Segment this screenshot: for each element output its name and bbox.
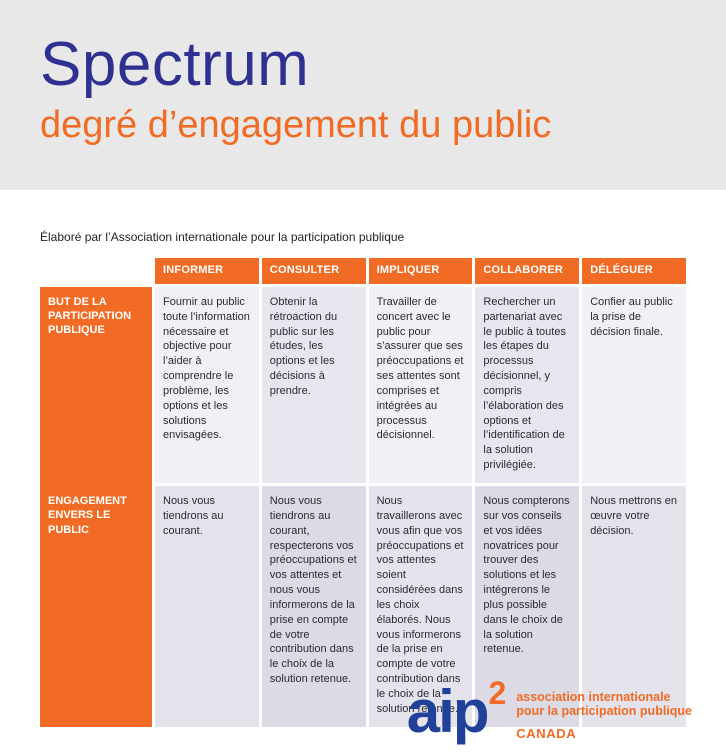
- column-header-consulter: CONSULTER: [261, 258, 366, 287]
- column-header-collaborer: COLLABORER: [475, 258, 580, 287]
- table-corner-cell: [40, 258, 152, 287]
- cell-but-impliquer: Travailler de concert avec le public pou…: [368, 286, 473, 486]
- cell-but-informer: Fournir au public toute l’information né…: [155, 286, 259, 486]
- logo-tagline: association internationale pour la parti…: [516, 690, 692, 720]
- logo-text-block: association internationale pour la parti…: [516, 676, 692, 742]
- logo-brand-text: aip: [406, 677, 490, 745]
- aip2-logo: aip2 association internationale pour la …: [407, 676, 692, 742]
- cell-engagement-informer: Nous vous tiendrons au courant.: [155, 485, 259, 727]
- column-header-impliquer: IMPLIQUER: [368, 258, 473, 287]
- page-title: Spectrum: [40, 30, 310, 99]
- cell-engagement-consulter: Nous vous tiendrons au courant, respecte…: [261, 485, 366, 727]
- cell-but-collaborer: Rechercher un partenariat avec le public…: [475, 286, 580, 486]
- cell-but-consulter: Obtenir la rétroaction du public sur les…: [261, 286, 366, 486]
- row-label-but: BUT DE LA PARTICIPATION PUBLIQUE: [40, 286, 152, 486]
- cell-engagement-collaborer: Nous compterons sur vos conseils et vos …: [475, 485, 580, 727]
- column-header-deleguer: DÉLÉGUER: [582, 258, 686, 287]
- row-label-engagement: ENGAGEMENT ENVERS LE PUBLIC: [40, 485, 152, 727]
- column-header-informer: INFORMER: [155, 258, 259, 287]
- logo-country: CANADA: [516, 726, 577, 741]
- intro-text: Élaboré par l’Association internationale…: [40, 230, 405, 244]
- cell-but-deleguer: Confier au public la prise de décision f…: [582, 286, 686, 486]
- aip2-logo-wordmark: aip2: [407, 677, 507, 742]
- logo-tagline-line2: pour la participation publique: [516, 704, 692, 719]
- logo-tagline-line1: association internationale: [516, 689, 671, 704]
- cell-engagement-deleguer: Nous mettrons en œuvre votre décision.: [582, 485, 686, 727]
- spectrum-table: INFORMER CONSULTER IMPLIQUER COLLABORER …: [40, 258, 686, 727]
- logo-brand-superscript: 2: [488, 674, 507, 711]
- cell-engagement-impliquer: Nous travaillerons avec vous afin que vo…: [368, 485, 473, 727]
- hero-banner: Spectrum degré d’engagement du public: [0, 0, 726, 190]
- page-subtitle: degré d’engagement du public: [40, 104, 552, 146]
